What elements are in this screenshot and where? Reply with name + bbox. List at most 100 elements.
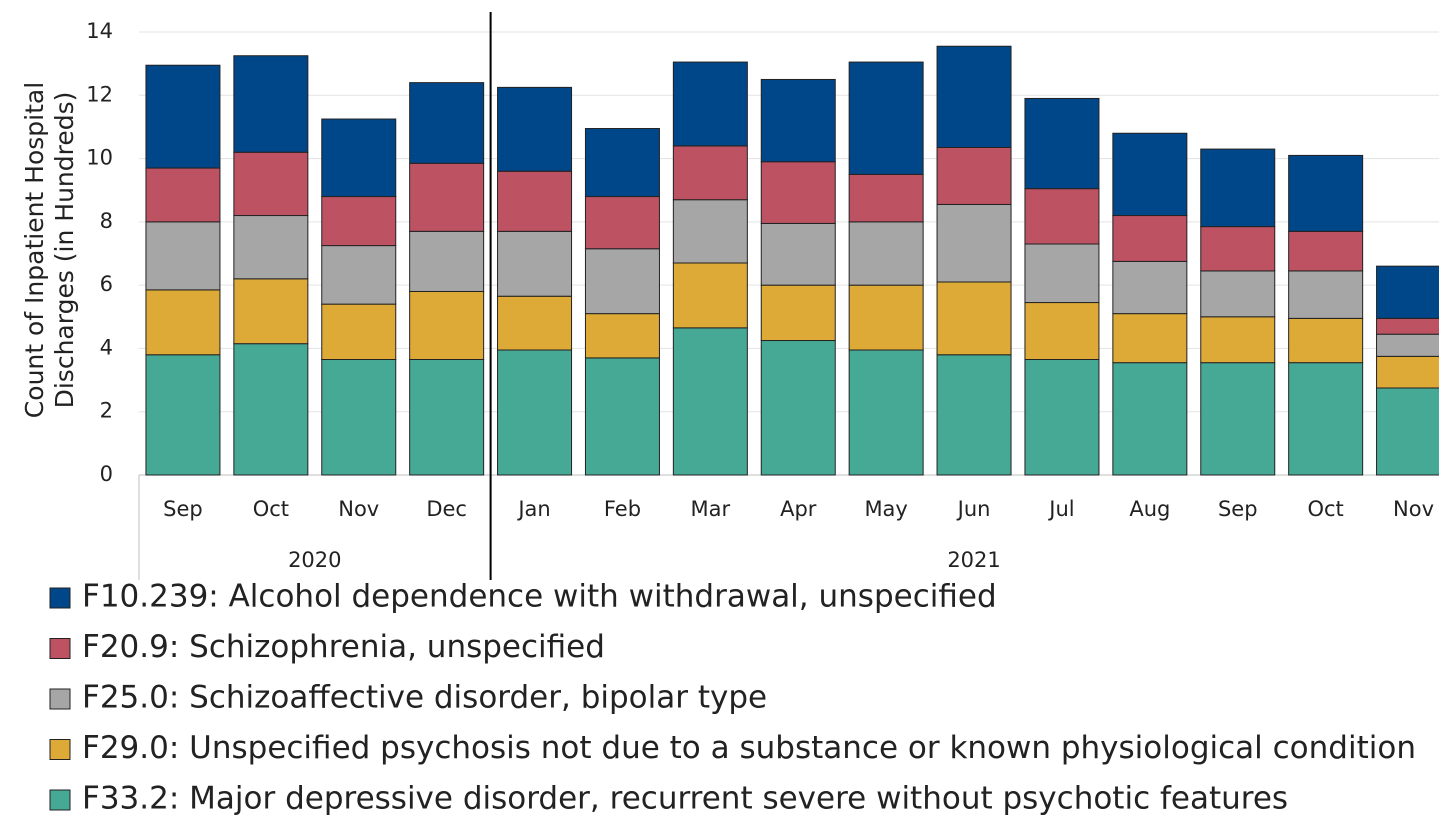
bar-segment <box>321 196 397 247</box>
bar-segment <box>1024 188 1100 245</box>
legend-swatch <box>49 688 71 710</box>
legend-label: F20.9: Schizophrenia, unspecified <box>82 629 605 665</box>
y-tick-label: 0 <box>100 462 113 486</box>
group-label: 2020 <box>288 548 341 572</box>
bar-segment <box>145 354 221 476</box>
x-tick-label: Nov <box>338 497 379 521</box>
bar-segment <box>497 295 573 351</box>
x-tick-label: Mar <box>691 497 731 521</box>
legend-label: F29.0: Unspecified psychosis not due to … <box>82 730 1416 766</box>
x-tick-label: Aug <box>1129 497 1170 521</box>
bar-segment <box>1376 387 1439 476</box>
bar-segment <box>321 118 397 198</box>
y-tick-label: 8 <box>100 209 113 233</box>
bar-segment <box>1376 265 1439 319</box>
bar-segment <box>409 162 485 232</box>
x-tick-label: Nov <box>1393 497 1434 521</box>
bar-segment <box>1376 355 1439 389</box>
x-tick-label: Sep <box>163 497 203 521</box>
bar-segment <box>321 359 397 476</box>
bar-segment <box>1200 226 1276 272</box>
x-tick-label: May <box>864 497 907 521</box>
bar-segment <box>936 281 1012 356</box>
bar-segment <box>497 86 573 172</box>
bar-segment <box>584 196 660 250</box>
legend-label: F10.239: Alcohol dependence with withdra… <box>82 579 997 615</box>
bar-segment <box>1200 362 1276 476</box>
y-tick-label: 4 <box>100 335 113 359</box>
bar-segment <box>936 45 1012 148</box>
y-tick-label: 12 <box>86 82 113 106</box>
y-tick-label: 2 <box>100 399 113 423</box>
bar-segment <box>672 61 748 147</box>
bar-segment <box>1024 243 1100 304</box>
bar-segment <box>497 349 573 476</box>
legend-swatch <box>49 739 71 760</box>
bar-segment <box>848 173 924 223</box>
bar-segment <box>1112 132 1188 217</box>
bar-segment <box>584 313 660 359</box>
x-tick-label: Jul <box>1047 497 1074 521</box>
bar-segment <box>848 349 924 476</box>
bar-segment <box>497 170 573 232</box>
bar-segment <box>760 78 836 163</box>
bar-segment <box>497 230 573 297</box>
bar-segment <box>760 222 836 286</box>
x-tick-label: Jun <box>956 497 991 521</box>
bar-segment <box>321 245 397 305</box>
bar-segment <box>409 230 485 292</box>
bar-segment <box>233 151 309 217</box>
bar-segment <box>1024 359 1100 476</box>
bar-segment <box>1024 302 1100 361</box>
group-label: 2021 <box>947 548 1000 572</box>
x-tick-label: Apr <box>780 497 817 521</box>
x-tick-label: Oct <box>253 497 289 521</box>
bar-segment <box>1200 270 1276 318</box>
bar-segment <box>1112 260 1188 315</box>
y-tick-label: 6 <box>100 272 113 296</box>
bar-segment <box>672 262 748 329</box>
bar-segment <box>1376 317 1439 335</box>
bar-segment <box>936 146 1012 205</box>
bar-segment <box>1288 230 1364 272</box>
bar-segment <box>1024 97 1100 190</box>
legend-label: F33.2: Major depressive disorder, recurr… <box>82 781 1288 817</box>
bar-segment <box>584 128 660 198</box>
bar-segment <box>1112 215 1188 262</box>
bar-segment <box>145 221 221 291</box>
bar-segment <box>1288 154 1364 232</box>
bar-segment <box>233 278 309 345</box>
y-tick-label: 10 <box>86 146 113 170</box>
bar-segment <box>584 248 660 315</box>
bar-segment <box>1200 316 1276 364</box>
bar-segment <box>233 343 309 476</box>
legend-swatch <box>49 638 71 659</box>
bar-segment <box>1288 317 1364 364</box>
y-axis-label: Count of Inpatient Hospital <box>20 82 49 418</box>
bar-segment <box>672 327 748 476</box>
legend-swatch <box>49 789 71 811</box>
bar-segment <box>760 340 836 476</box>
bar-segment <box>1200 148 1276 228</box>
bar-segment <box>848 284 924 351</box>
y-tick-label: 14 <box>86 19 113 43</box>
bar-segment <box>1288 362 1364 476</box>
x-tick-label: Oct <box>1307 497 1343 521</box>
bar-segment <box>233 55 309 153</box>
legend-label: F25.0: Schizoaffective disorder, bipolar… <box>82 680 767 716</box>
bar-segment <box>1112 362 1188 476</box>
x-tick-label: Sep <box>1218 497 1258 521</box>
bar-segment <box>145 289 221 356</box>
y-axis-label: Discharges (in Hundreds) <box>50 92 79 409</box>
bar-segment <box>848 61 924 175</box>
bar-segment <box>936 203 1012 283</box>
bar-segment <box>1112 313 1188 364</box>
x-tick-label: Dec <box>426 497 467 521</box>
bar-segment <box>672 199 748 264</box>
bar-segment <box>145 167 221 223</box>
bar-segment <box>760 161 836 224</box>
bar-segment <box>584 357 660 476</box>
bar-segment <box>409 82 485 164</box>
